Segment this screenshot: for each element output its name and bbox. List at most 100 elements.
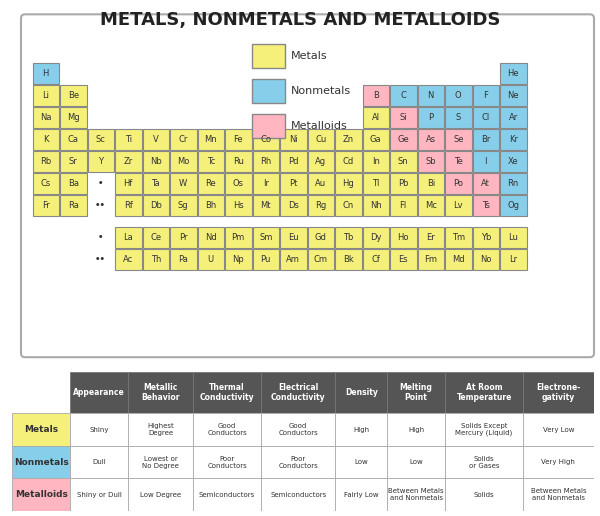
Text: Br: Br xyxy=(481,135,490,144)
Text: Dull: Dull xyxy=(92,459,106,465)
Bar xyxy=(115,195,142,216)
Bar xyxy=(128,478,193,511)
Text: Fairly Low: Fairly Low xyxy=(344,492,379,497)
Text: Thermal
Conductivity: Thermal Conductivity xyxy=(200,383,254,402)
Text: Ir: Ir xyxy=(263,179,269,188)
Text: Rh: Rh xyxy=(260,157,271,166)
Text: Rb: Rb xyxy=(40,157,52,166)
Text: Fr: Fr xyxy=(42,201,50,210)
Bar xyxy=(390,195,416,216)
Text: Low: Low xyxy=(409,459,423,465)
Text: Tl: Tl xyxy=(372,179,379,188)
Text: O: O xyxy=(455,91,461,100)
Text: No: No xyxy=(480,255,491,264)
Text: Cm: Cm xyxy=(314,255,328,264)
Bar xyxy=(387,372,445,413)
Bar xyxy=(115,151,142,172)
Bar xyxy=(128,372,193,413)
Bar xyxy=(500,151,527,172)
Text: Og: Og xyxy=(507,201,519,210)
Text: Nh: Nh xyxy=(370,201,382,210)
Text: Fe: Fe xyxy=(233,135,243,144)
Text: He: He xyxy=(508,69,519,78)
FancyBboxPatch shape xyxy=(21,14,594,357)
Text: Cn: Cn xyxy=(343,201,354,210)
Text: Pt: Pt xyxy=(289,179,298,188)
Bar xyxy=(253,195,279,216)
Bar xyxy=(252,79,285,103)
Text: Very Low: Very Low xyxy=(542,427,574,432)
Bar xyxy=(445,129,472,150)
Bar xyxy=(12,413,70,446)
Bar xyxy=(280,129,307,150)
Text: Melting
Point: Melting Point xyxy=(400,383,433,402)
Text: Cr: Cr xyxy=(179,135,188,144)
Text: ••: •• xyxy=(95,201,106,210)
Bar xyxy=(143,195,169,216)
Text: H: H xyxy=(43,69,49,78)
Bar xyxy=(335,151,361,172)
Text: B: B xyxy=(373,91,379,100)
Bar xyxy=(308,129,334,150)
Text: In: In xyxy=(372,157,380,166)
Text: Pu: Pu xyxy=(260,255,271,264)
Bar xyxy=(473,151,499,172)
Text: Mn: Mn xyxy=(205,135,217,144)
Text: Lu: Lu xyxy=(508,233,518,242)
Text: Sr: Sr xyxy=(69,157,77,166)
Text: Between Metals
and Nonmetals: Between Metals and Nonmetals xyxy=(388,488,444,501)
Bar xyxy=(60,85,86,106)
Text: •: • xyxy=(98,179,104,188)
Bar xyxy=(445,249,472,270)
Bar xyxy=(143,227,169,248)
Text: High: High xyxy=(408,427,424,432)
Text: Er: Er xyxy=(427,233,435,242)
Text: C: C xyxy=(400,91,406,100)
Bar xyxy=(170,151,197,172)
Bar xyxy=(473,249,499,270)
Bar xyxy=(500,195,527,216)
Text: Ds: Ds xyxy=(288,201,299,210)
Text: At: At xyxy=(481,179,490,188)
Bar xyxy=(70,446,128,478)
Text: Ti: Ti xyxy=(125,135,132,144)
Bar xyxy=(32,107,59,128)
Text: Es: Es xyxy=(398,255,408,264)
Bar xyxy=(88,151,114,172)
Text: At Room
Temperature: At Room Temperature xyxy=(457,383,512,402)
Text: Pr: Pr xyxy=(179,233,187,242)
Bar xyxy=(32,173,59,194)
Text: Ne: Ne xyxy=(508,91,519,100)
Text: Md: Md xyxy=(452,255,464,264)
Text: Pa: Pa xyxy=(178,255,188,264)
Bar xyxy=(225,151,251,172)
Bar xyxy=(473,129,499,150)
Text: Dy: Dy xyxy=(370,233,382,242)
Bar xyxy=(418,227,444,248)
Bar xyxy=(308,151,334,172)
Bar xyxy=(143,151,169,172)
Bar xyxy=(500,227,527,248)
Bar xyxy=(445,478,523,511)
Text: Mg: Mg xyxy=(67,113,80,122)
Bar xyxy=(473,107,499,128)
Bar xyxy=(60,195,86,216)
Bar xyxy=(115,129,142,150)
Text: Eu: Eu xyxy=(288,233,299,242)
Text: Nd: Nd xyxy=(205,233,217,242)
Bar xyxy=(225,249,251,270)
Text: V: V xyxy=(153,135,158,144)
Bar xyxy=(362,129,389,150)
Bar xyxy=(387,446,445,478)
Bar xyxy=(362,107,389,128)
Bar xyxy=(362,151,389,172)
Bar xyxy=(418,173,444,194)
Text: Metals: Metals xyxy=(24,425,58,434)
Text: Metallic
Behavior: Metallic Behavior xyxy=(142,383,180,402)
Text: Nonmetals: Nonmetals xyxy=(291,86,351,96)
Bar xyxy=(70,478,128,511)
Text: K: K xyxy=(43,135,49,144)
Bar xyxy=(445,173,472,194)
Bar xyxy=(362,227,389,248)
Bar xyxy=(32,63,59,84)
